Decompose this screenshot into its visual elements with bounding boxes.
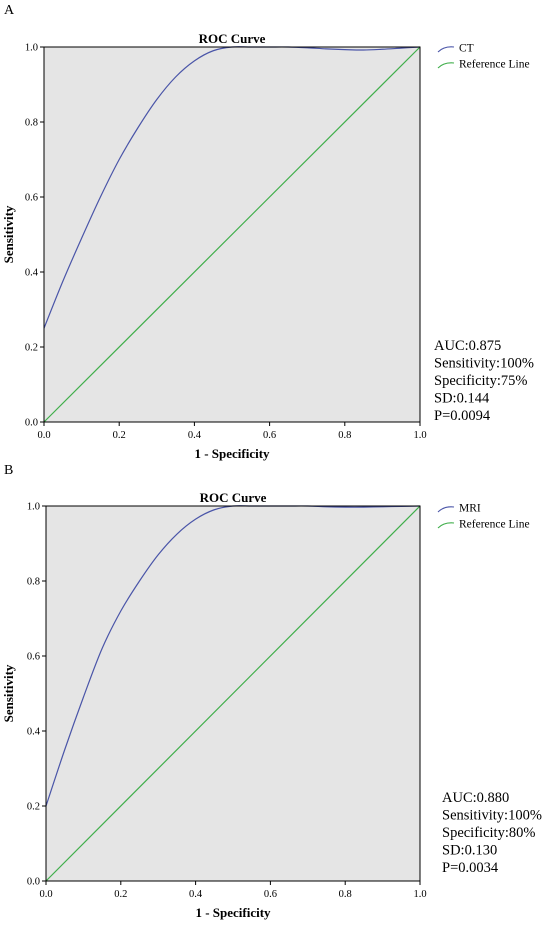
stat-annotation: SD:0.144 — [434, 391, 490, 407]
x-tick-label: 0.0 — [37, 430, 50, 441]
panel-label: A — [4, 3, 15, 18]
y-tick-label: 1.0 — [27, 502, 40, 513]
legend-entry-label: Reference Line — [459, 519, 530, 531]
x-tick-label: 1.0 — [413, 889, 426, 900]
x-tick-label: 0.8 — [338, 430, 351, 441]
y-axis-label: Sensitivity — [1, 664, 16, 722]
y-tick-label: 0.8 — [27, 577, 40, 588]
x-tick-label: 0.2 — [113, 430, 126, 441]
plot-frame — [45, 505, 421, 882]
series-line-reference — [43, 46, 421, 423]
x-tick-label: 0.2 — [114, 889, 127, 900]
x-axis-label: 1 - Specificity — [195, 905, 271, 920]
y-tick-label: 0.4 — [25, 268, 39, 279]
x-tick-label: 0.4 — [188, 430, 202, 441]
stat-annotation: P=0.0094 — [434, 408, 491, 424]
y-axis-label: Sensitivity — [1, 205, 16, 263]
x-tick-label: 1.0 — [413, 430, 426, 441]
chart-title: ROC Curve — [200, 490, 267, 505]
legend-swatch — [437, 46, 455, 53]
x-axis-label: 1 - Specificity — [194, 446, 270, 461]
y-tick-label: 0.2 — [27, 802, 40, 813]
legend-swatch — [437, 506, 455, 513]
y-tick-label: 0.2 — [25, 343, 38, 354]
x-tick-label: 0.4 — [189, 889, 203, 900]
y-tick-label: 1.0 — [25, 43, 38, 54]
y-tick-label: 0.0 — [25, 418, 38, 429]
stat-annotation: P=0.0034 — [442, 860, 499, 876]
plot-frame — [43, 46, 421, 423]
y-tick-label: 0.6 — [25, 193, 38, 204]
x-tick-label: 0.6 — [264, 889, 277, 900]
stat-annotation: AUC:0.880 — [442, 790, 509, 806]
legend-entry-label: CT — [459, 43, 474, 55]
legend-entry-label: MRI — [459, 503, 481, 515]
legend-swatch — [437, 62, 455, 69]
stat-annotation: Specificity:80% — [442, 825, 535, 841]
legend-entry-label: Reference Line — [459, 59, 530, 71]
stat-annotation: AUC:0.875 — [434, 338, 501, 354]
roc-panel-a: A 0.0 0.2 0.4 0.6 0.8 1.0 0.0 0.2 0.4 0.6 0.8 1.0 ROC… — [1, 3, 534, 461]
y-tick-label: 0.6 — [27, 652, 40, 663]
stat-annotation: Sensitivity:100% — [434, 356, 534, 372]
x-tick-label: 0.6 — [263, 430, 276, 441]
y-tick-label: 0.8 — [25, 118, 38, 129]
chart-title: ROC Curve — [199, 31, 266, 46]
legend-swatch — [437, 522, 455, 529]
panel-label: B — [4, 463, 13, 478]
y-tick-label: 0.0 — [27, 877, 40, 888]
stat-annotation: Specificity:75% — [434, 373, 527, 389]
roc-panel-b: B 0.0 0.2 0.4 0.6 0.8 1.0 0.0 0.2 0.4 0.6 0.8 1.0 ROC… — [1, 463, 542, 920]
y-tick-label: 0.4 — [27, 727, 41, 738]
stat-annotation: SD:0.130 — [442, 843, 497, 859]
series-line-reference — [45, 505, 421, 882]
stat-annotation: Sensitivity:100% — [442, 808, 542, 824]
x-tick-label: 0.0 — [39, 889, 52, 900]
x-tick-label: 0.8 — [339, 889, 352, 900]
